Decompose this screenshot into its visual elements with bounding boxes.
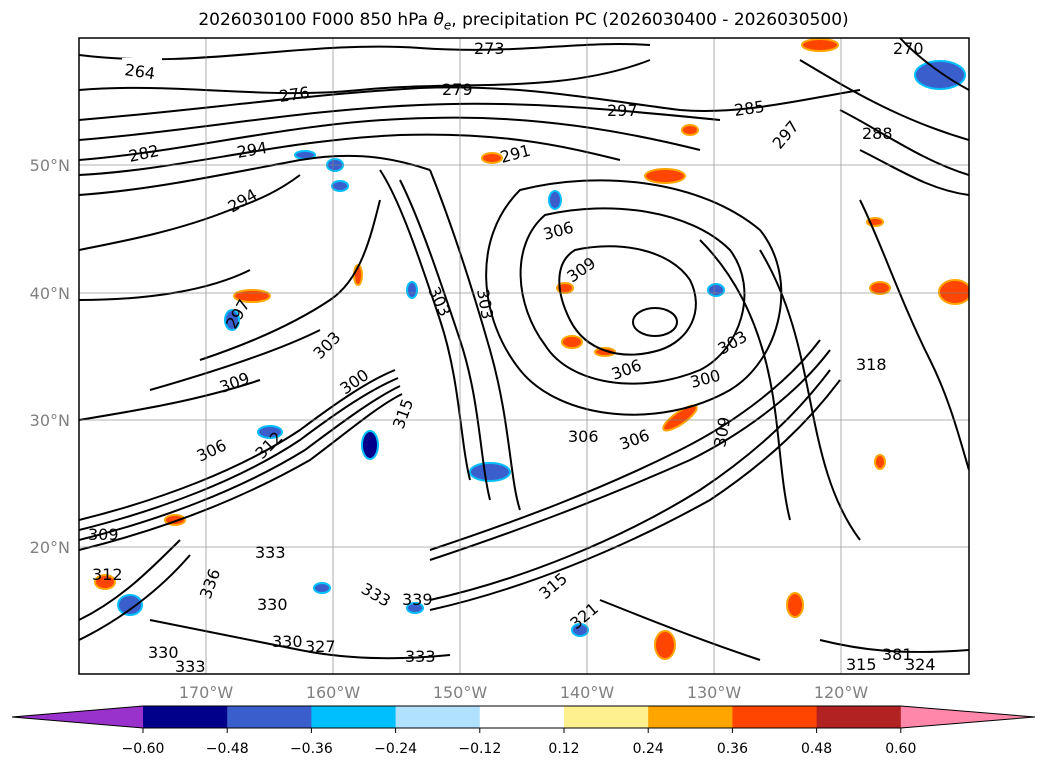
colorbar-segment (143, 706, 228, 728)
colorbar-segment (648, 706, 733, 728)
map-panel: 264 276 282 294 294 297 273 279 270 285 … (79, 38, 969, 676)
map-frame (78, 37, 970, 675)
gridlines (79, 38, 969, 674)
colorbar-tick-label: −0.12 (458, 741, 501, 757)
contour-label: 330 (148, 643, 179, 662)
longitude-labels: 170°W 160°W 150°W 140°W 130°W 120°W (179, 683, 869, 702)
contour-label: 339 (402, 590, 433, 609)
contour-labels: 264 276 282 294 294 297 273 279 270 285 … (88, 39, 936, 676)
lat-label: 40°N (30, 284, 70, 303)
colorbar-tick-label: 0.36 (717, 741, 748, 757)
latitude-labels: 50°N 40°N 30°N 20°N (30, 156, 70, 557)
contour-label: 306 (568, 427, 599, 446)
lon-label: 130°W (687, 683, 742, 702)
lon-label: 120°W (814, 683, 869, 702)
contour-label: 309 (88, 525, 119, 544)
lon-label: 170°W (179, 683, 234, 702)
contour-label: 330 (272, 632, 303, 651)
lon-label: 160°W (306, 683, 361, 702)
colorbar-tick-label: −0.60 (122, 741, 165, 757)
colorbar-tick-label: −0.36 (290, 741, 333, 757)
title-theta-sub: e (443, 18, 452, 33)
colorbar-segment (395, 706, 481, 728)
map-title: 2026030100 F000 850 hPa θe, precipitatio… (0, 10, 1047, 32)
colorbar-tick-label: 0.60 (885, 741, 916, 757)
colorbar-segment (732, 706, 818, 728)
colorbar-extend-low (12, 706, 143, 728)
contour-label: 315 (846, 655, 877, 674)
contour-label: 318 (856, 355, 887, 374)
colorbar-segment (311, 706, 397, 728)
colorbar: −0.60 −0.48 −0.36 −0.24 −0.12 0.12 0.24 0.36 0.4… (11, 705, 1036, 757)
colorbar-segment (564, 706, 649, 728)
contour-label: 273 (474, 39, 505, 58)
contour-label: 333 (405, 647, 436, 666)
colorbar-segment (816, 706, 902, 728)
colorbar-tick-label: 0.12 (548, 741, 579, 757)
contour-label: 297 (607, 101, 638, 120)
contour-label: 333 (175, 657, 206, 676)
contour-label: 330 (257, 595, 288, 614)
contour-label: 312 (92, 565, 123, 584)
lon-label: 140°W (560, 683, 615, 702)
contour-label: 288 (862, 124, 893, 143)
contour-label: 279 (442, 80, 473, 99)
contour-label: 276 (278, 83, 311, 106)
contour-label: 327 (305, 637, 336, 656)
contour-label: 285 (733, 97, 766, 120)
contour-label: 270 (893, 39, 924, 58)
lon-label: 150°W (433, 683, 488, 702)
colorbar-tick-label: −0.24 (374, 741, 417, 757)
contour-label: 381 (882, 645, 913, 664)
lat-label: 50°N (30, 156, 70, 175)
title-prefix: 2026030100 F000 850 hPa (198, 10, 434, 30)
title-theta: θ (433, 10, 444, 30)
colorbar-extend-high (900, 706, 1035, 728)
lat-label: 30°N (30, 411, 70, 430)
contour-label: 324 (905, 655, 936, 674)
colorbar-segment (479, 706, 565, 728)
colorbar-segment (227, 706, 312, 728)
title-suffix: , precipitation PC (2026030400 - 2026030… (451, 10, 849, 30)
colorbar-tick-label: 0.48 (801, 741, 832, 757)
contour-label: 264 (123, 60, 156, 83)
contour-label: 333 (255, 543, 286, 562)
colorbar-tick-label: −0.48 (206, 741, 249, 757)
colorbar-tick-label: 0.24 (633, 741, 664, 757)
theta-e-contours (79, 38, 969, 661)
precip-patches (94, 38, 969, 660)
lat-label: 20°N (30, 538, 70, 557)
